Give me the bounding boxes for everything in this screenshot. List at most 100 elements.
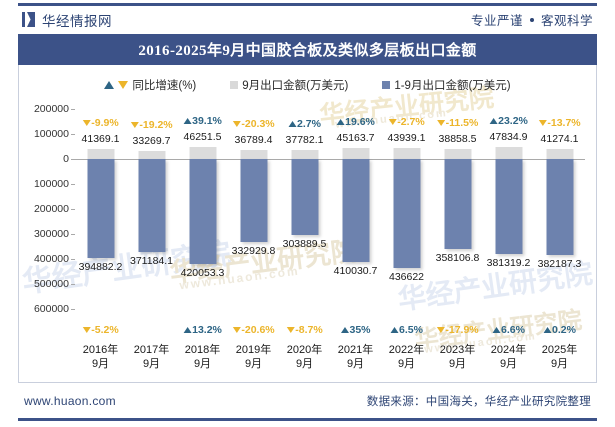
triangle-down-icon — [286, 327, 295, 333]
growth-rate-value: -19.2% — [139, 118, 173, 131]
y-axis-tick-label: 300000 — [33, 228, 69, 240]
bar-group[interactable]: 46251.5 39.1% 420053.3 13.2% — [177, 105, 228, 342]
x-axis-category-label: 2017年 9月 — [126, 343, 177, 371]
x-axis-category-line: 9月 — [193, 358, 212, 370]
x-axis-category-line: 9月 — [142, 358, 161, 370]
footer-site-url[interactable]: www.huaon.com — [24, 393, 116, 408]
triangle-down-icon — [436, 120, 445, 127]
x-axis-category-label: 2022年 9月 — [381, 343, 432, 371]
bar-value-label-ytd: 371184.1 — [129, 254, 174, 267]
x-axis-category-label: 2021年 9月 — [330, 343, 381, 371]
legend-label-sept: 9月出口金额(万美元) — [242, 80, 349, 92]
x-axis-category-line: 9月 — [295, 358, 314, 370]
bar-value-label-ytd: 381319.2 — [486, 257, 531, 270]
bar-ytd-amount[interactable] — [189, 159, 216, 264]
bar-sept-amount[interactable] — [546, 148, 573, 159]
x-axis-category-label: 2024年 9月 — [483, 343, 534, 371]
bar-group[interactable]: 47834.9 23.2% 381319.2 6.6% — [483, 105, 534, 342]
bar-sept-amount[interactable] — [189, 147, 216, 159]
tagline-right: 客观科学 — [540, 14, 593, 28]
bar-ytd-amount[interactable] — [495, 159, 522, 255]
bar-value-label-sept: 46251.5 — [183, 131, 222, 144]
legend-item-sept[interactable]: 9月出口金额(万美元) — [230, 77, 348, 93]
bar-sept-amount[interactable] — [240, 149, 267, 159]
x-axis-category-line: 9月 — [448, 358, 467, 370]
page-footer: www.huaon.com 数据来源：中国海关，华经产业研究院整理 — [18, 384, 597, 417]
growth-rate-value: 6.5% — [399, 324, 423, 336]
y-axis-tick — [71, 259, 75, 260]
growth-rate-label: 6.6% — [492, 324, 525, 336]
growth-rate-label: 35% — [340, 324, 371, 336]
legend-item-growth[interactable]: 同比增速(%) — [104, 77, 196, 93]
growth-rate-label: 2.7% — [288, 118, 321, 130]
bar-sept-amount[interactable] — [87, 148, 114, 159]
bar-sept-amount[interactable] — [291, 149, 318, 159]
legend-label-ytd: 1-9月出口金额(万美元) — [394, 80, 511, 92]
bar-group[interactable]: 33269.7 -19.2% 371184.1 — [126, 105, 177, 342]
bar-value-label-sept: 36789.4 — [234, 133, 273, 146]
triangle-down-icon — [232, 120, 241, 127]
bar-group[interactable]: 41274.1 -13.7% 382187.3 0.2% — [534, 105, 585, 342]
x-axis-category-line: 2017年 — [133, 344, 170, 356]
bar-ytd-amount[interactable] — [87, 159, 114, 258]
bar-ytd-amount[interactable] — [393, 159, 420, 269]
bar-value-label-ytd: 394882.2 — [78, 260, 123, 273]
top-divider — [18, 3, 597, 6]
bar-ytd-amount[interactable] — [444, 159, 471, 249]
tagline-left: 专业严谨 — [470, 14, 523, 28]
growth-rate-value: -13.7% — [547, 116, 581, 129]
growth-rate-value: -9.9% — [91, 116, 119, 129]
bar-series-container: 41369.1 -9.9% 394882.2 -5.2% 33269.7 -19.2% 37… — [75, 105, 585, 342]
chart-title-band: 2016-2025年9月中国胶合板及类似多层板出口金额 — [18, 34, 597, 65]
bar-sept-amount[interactable] — [138, 150, 165, 159]
bar-ytd-amount[interactable] — [240, 159, 267, 243]
bar-group[interactable]: 41369.1 -9.9% 394882.2 -5.2% — [75, 105, 126, 342]
bar-group[interactable]: 36789.4 -20.3% 332929.8 -20.6% — [228, 105, 279, 342]
growth-rate-label: -17.9% — [436, 324, 479, 336]
bar-sept-amount[interactable] — [444, 149, 471, 159]
growth-rate-value: 35% — [349, 324, 371, 336]
growth-rate-label: -13.7% — [538, 116, 581, 129]
growth-rate-value: -20.6% — [241, 324, 275, 336]
x-axis-category-line: 2016年 — [82, 344, 119, 356]
growth-rate-value: -8.7% — [295, 324, 323, 336]
bar-ytd-amount[interactable] — [291, 159, 318, 235]
bar-group[interactable]: 37782.1 2.7% 303889.5 -8.7% — [279, 105, 330, 342]
triangle-up-icon — [183, 327, 192, 333]
y-axis-tick — [71, 109, 75, 110]
x-axis-category-label: 2020年 9月 — [279, 343, 330, 371]
bar-ytd-amount[interactable] — [342, 159, 369, 262]
bar-value-label-sept: 33269.7 — [132, 134, 171, 147]
bar-ytd-amount[interactable] — [138, 159, 165, 252]
legend-item-ytd[interactable]: 1-9月出口金额(万美元) — [382, 77, 511, 93]
bar-value-label-sept: 43939.1 — [387, 132, 426, 144]
x-axis-category-line: 2020年 — [286, 344, 323, 356]
growth-rate-value: 6.6% — [501, 324, 525, 336]
bar-group[interactable]: 38858.5 -11.5% 358106.8 -17.9% — [432, 105, 483, 342]
bar-sept-amount[interactable] — [393, 148, 420, 159]
x-axis-category-line: 9月 — [499, 358, 518, 370]
x-axis-category-line: 2022年 — [388, 344, 425, 356]
brand-left-group: 华经情报网 — [22, 10, 112, 30]
bar-sept-amount[interactable] — [342, 147, 369, 159]
y-axis-tick-label: 200000 — [33, 203, 69, 215]
bar-value-label-ytd: 358106.8 — [435, 251, 480, 264]
bar-value-label-sept: 41274.1 — [540, 132, 579, 145]
bar-group[interactable]: 43939.1 -2.7% 436622 6.5% — [381, 105, 432, 342]
x-axis-category-line: 2023年 — [439, 344, 476, 356]
bar-value-label-sept: 47834.9 — [489, 131, 528, 144]
bar-value-label-ytd: 382187.3 — [537, 257, 582, 270]
bar-sept-amount[interactable] — [495, 147, 522, 159]
square-swatch-gray-icon — [230, 81, 239, 89]
triangle-up-icon — [543, 327, 552, 333]
x-axis-category-line: 9月 — [550, 358, 569, 370]
triangle-up-icon — [104, 81, 115, 89]
bar-group[interactable]: 45163.7 19.6% 410030.7 35% — [330, 105, 381, 342]
x-axis-category-line: 2021年 — [337, 344, 374, 356]
x-axis-category-line: 2019年 — [235, 344, 272, 356]
x-axis-category-line: 9月 — [346, 358, 365, 370]
bar-ytd-amount[interactable] — [546, 159, 573, 255]
y-axis-tick — [71, 234, 75, 235]
triangle-up-icon — [489, 118, 498, 125]
